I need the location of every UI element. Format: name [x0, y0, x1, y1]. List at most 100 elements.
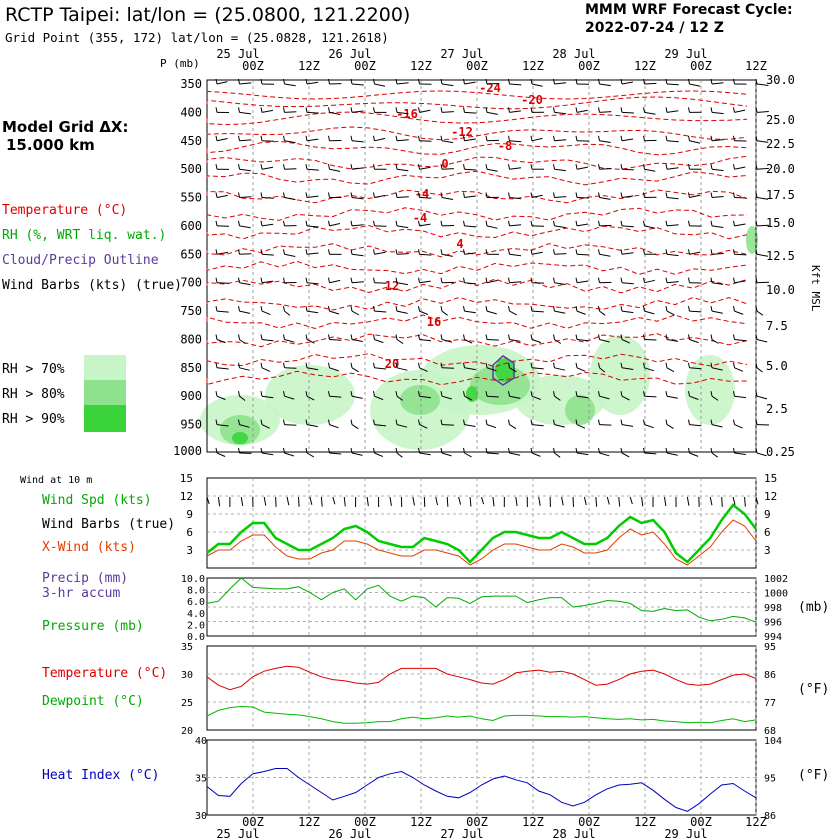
- height-tick-label: 15.0: [766, 216, 795, 230]
- pressure-ytick: 996: [764, 618, 782, 629]
- heat-panel-frame: [206, 739, 757, 816]
- temperature-contour-label: -4: [413, 211, 427, 225]
- wind-barb: [734, 223, 746, 227]
- wind-barb: [351, 424, 359, 430]
- wind-barb: [396, 367, 408, 371]
- wind-barb: [374, 310, 387, 313]
- wind-barb-flag: [328, 362, 330, 368]
- wind-barb: [306, 252, 319, 255]
- wind-barb-flag: [238, 164, 240, 170]
- wind-barb: [351, 253, 364, 257]
- wind-barb-flag: [710, 135, 713, 141]
- legend-wind10m: Wind at 10 m: [20, 475, 93, 486]
- wind-barb-flag: [238, 334, 240, 340]
- wind-barb-flag: [485, 249, 488, 255]
- wind-barb: [576, 310, 586, 315]
- wind-barb-flag: [418, 391, 420, 397]
- surface-wind-barb: [412, 496, 415, 506]
- wind-barb: [306, 424, 318, 428]
- wind-barb-flag: [463, 220, 465, 226]
- wind-ytick-right: 6: [764, 526, 771, 539]
- wind-barb-flag: [710, 192, 713, 198]
- wind-barb: [486, 279, 498, 284]
- surface-wind-barb: [320, 496, 323, 507]
- wind-barb-flag: [238, 78, 240, 85]
- model-title: MMM WRF Forecast Cycle:: [585, 2, 793, 18]
- wind-barb-flag: [418, 362, 420, 368]
- wind-barb-flag: [710, 220, 713, 226]
- wind-barb: [306, 452, 315, 458]
- wind-barb-flag: [485, 78, 488, 85]
- wind-barb-flag: [283, 334, 285, 340]
- wind-barb: [576, 223, 589, 227]
- wind-barb: [576, 452, 589, 456]
- temp-ytick-c: 25: [181, 698, 193, 709]
- wind-barb-flag: [215, 107, 218, 113]
- surface-wind-barb: [755, 496, 759, 505]
- wind-barb-flag: [418, 334, 420, 340]
- wind-barb-flag: [755, 107, 758, 113]
- pressure-tick-label: 550: [180, 191, 202, 205]
- surface-wind-barb: [686, 496, 690, 506]
- wind-barb: [554, 168, 566, 172]
- wind-barb: [464, 252, 477, 255]
- heat-ytick-c: 30: [195, 811, 207, 822]
- surface-wind-barb: [618, 496, 621, 507]
- wind-barb: [306, 195, 319, 198]
- precip-ytick: 0.0: [187, 632, 205, 643]
- wind-barb: [329, 367, 339, 372]
- wind-barb-flag: [283, 277, 285, 283]
- wind-barb-flag: [710, 447, 713, 454]
- wind-barb-flag: [665, 362, 668, 368]
- wind-barb-flag: [215, 334, 218, 340]
- wind-barb: [464, 452, 472, 458]
- height-tick-label: 2.5: [766, 402, 788, 416]
- wind-barb-flag: [485, 306, 488, 312]
- temperature-contour: [206, 155, 748, 170]
- wind-barb: [734, 197, 747, 199]
- pressure-panel-frame: [206, 577, 757, 637]
- temp-ytick-c: 35: [181, 642, 193, 653]
- temperature-contour-label: -4: [415, 187, 429, 201]
- wind-barb-flag: [463, 391, 465, 397]
- wind-ytick-right: 12: [764, 490, 777, 503]
- wind-barb: [599, 253, 611, 257]
- wind-barb: [441, 111, 454, 113]
- wind-barb-flag: [688, 164, 690, 170]
- wind-barb-flag: [688, 362, 690, 368]
- wind-barb: [554, 196, 567, 198]
- wind-barb: [599, 310, 606, 316]
- time-tick-label-bottom: 12Z: [522, 815, 544, 829]
- height-tick-label: 0.25: [766, 445, 795, 459]
- wind-barb-flag: [710, 277, 713, 283]
- wind-barb-flag: [733, 135, 735, 141]
- wind-barb-flag: [215, 447, 218, 454]
- wind-barb-flag: [485, 447, 488, 454]
- surface-wind-barb: [309, 496, 313, 505]
- wind-barb-flag: [305, 249, 308, 255]
- wind-barb: [711, 424, 723, 428]
- time-tick-label-top: 12Z: [634, 59, 656, 73]
- wind-barb: [711, 253, 724, 255]
- wind-barb: [441, 253, 453, 257]
- wind-barb: [644, 310, 655, 315]
- surface-wind-barb: [298, 496, 300, 507]
- wind-barb: [621, 252, 634, 255]
- wind-barb-flag: [553, 135, 555, 141]
- wind-barb: [441, 424, 454, 426]
- wind-barb: [486, 83, 499, 85]
- wind-barb-flag: [688, 391, 690, 397]
- wind-barb: [554, 139, 567, 142]
- wind-barb-flag: [755, 249, 758, 255]
- wind-barb-flag: [283, 447, 285, 454]
- wind-barb-flag: [710, 419, 713, 425]
- wind-barb: [756, 310, 764, 316]
- surface-wind-barb: [538, 496, 541, 506]
- wind-barb: [666, 424, 674, 430]
- temp-ytick-f: 77: [764, 698, 776, 709]
- wind-barb: [711, 395, 719, 401]
- xwind-line: [206, 519, 757, 566]
- wind-barb-flag: [350, 220, 353, 226]
- wind-barb: [599, 395, 610, 400]
- legend-temp: Temperature (°C): [42, 666, 168, 681]
